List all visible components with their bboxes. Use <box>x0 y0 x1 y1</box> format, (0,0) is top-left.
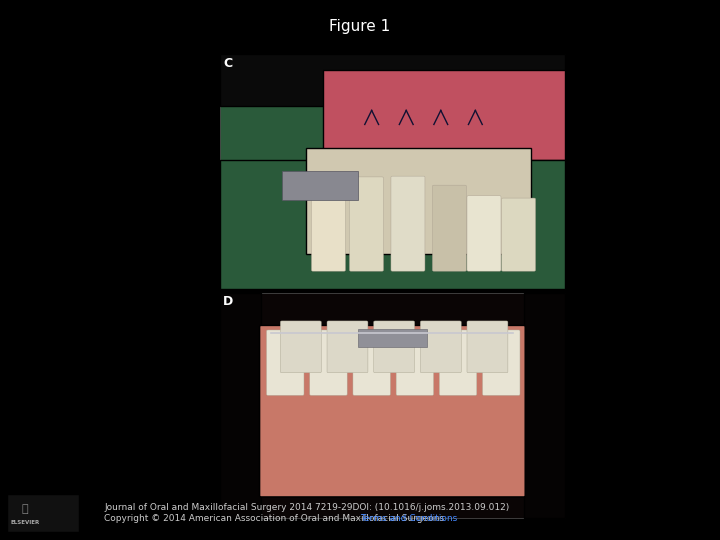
FancyBboxPatch shape <box>312 187 346 271</box>
FancyBboxPatch shape <box>220 54 565 289</box>
FancyBboxPatch shape <box>220 160 565 289</box>
Text: D: D <box>223 295 233 308</box>
FancyBboxPatch shape <box>260 326 525 497</box>
FancyBboxPatch shape <box>310 330 347 395</box>
FancyBboxPatch shape <box>7 494 79 532</box>
Text: ELSEVIER: ELSEVIER <box>11 520 40 525</box>
Text: Terms and Conditions: Terms and Conditions <box>360 514 457 523</box>
Text: Journal of Oral and Maxillofacial Surgery 2014 7219-29DOI: (10.1016/j.joms.2013.: Journal of Oral and Maxillofacial Surger… <box>104 503 510 512</box>
Text: 🌳: 🌳 <box>22 504 29 514</box>
FancyBboxPatch shape <box>282 171 358 200</box>
Text: Figure 1: Figure 1 <box>329 19 391 34</box>
Text: Copyright © 2014 American Association of Oral and Maxillofacial Surgeons: Copyright © 2014 American Association of… <box>104 514 450 523</box>
FancyBboxPatch shape <box>523 293 565 518</box>
FancyBboxPatch shape <box>482 330 520 395</box>
FancyBboxPatch shape <box>323 70 565 160</box>
FancyBboxPatch shape <box>220 54 565 106</box>
FancyBboxPatch shape <box>396 330 433 395</box>
FancyBboxPatch shape <box>353 330 390 395</box>
FancyBboxPatch shape <box>280 321 321 373</box>
FancyBboxPatch shape <box>349 177 384 271</box>
FancyBboxPatch shape <box>327 321 368 373</box>
FancyBboxPatch shape <box>439 330 477 395</box>
Text: C: C <box>223 57 233 70</box>
FancyBboxPatch shape <box>467 321 508 373</box>
FancyBboxPatch shape <box>433 185 467 271</box>
FancyBboxPatch shape <box>220 293 261 518</box>
FancyBboxPatch shape <box>220 293 565 518</box>
FancyBboxPatch shape <box>420 321 462 373</box>
FancyBboxPatch shape <box>391 176 425 271</box>
FancyBboxPatch shape <box>358 329 427 347</box>
FancyBboxPatch shape <box>266 330 304 395</box>
FancyBboxPatch shape <box>374 321 415 373</box>
FancyBboxPatch shape <box>467 195 501 271</box>
FancyBboxPatch shape <box>502 198 536 271</box>
FancyBboxPatch shape <box>306 148 531 254</box>
